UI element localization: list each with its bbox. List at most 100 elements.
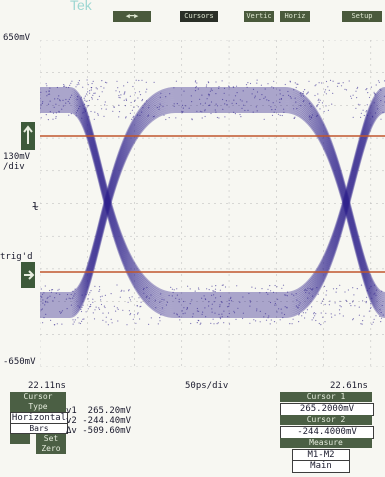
trace-sample — [202, 311, 204, 313]
trace-sample — [40, 91, 42, 93]
trace-sample — [304, 289, 306, 291]
trace-sample — [279, 319, 281, 321]
trace-sample — [380, 311, 382, 314]
trace-sample — [269, 323, 271, 325]
set-zero-left[interactable] — [10, 434, 30, 444]
trace-sample — [68, 98, 70, 100]
trace-sample — [81, 306, 83, 308]
trace-sample — [72, 323, 74, 325]
graticule — [40, 40, 385, 367]
trace-sample — [73, 321, 75, 323]
horizontal-button[interactable]: Horiz — [280, 11, 310, 22]
trace-sample — [146, 88, 148, 90]
trace-sample — [132, 116, 134, 118]
trace-sample — [310, 106, 312, 108]
trace-sample — [311, 117, 313, 119]
trace-sample — [213, 294, 215, 296]
eye-band-falling — [40, 101, 385, 308]
trace-sample — [186, 308, 188, 310]
trace-sample — [107, 312, 110, 314]
trace-sample — [83, 318, 85, 320]
trace-sample — [147, 115, 149, 117]
trace-sample — [105, 321, 107, 323]
trace-sample — [57, 98, 59, 100]
trace-sample — [95, 306, 97, 308]
trace-sample — [228, 312, 230, 315]
trace-sample — [146, 286, 148, 289]
trace-sample — [324, 89, 327, 91]
trace-sample — [276, 311, 278, 313]
trace-sample — [303, 99, 305, 102]
trace-sample — [161, 307, 163, 309]
vertical-button[interactable]: Vertic — [244, 11, 274, 22]
trace-sample — [58, 110, 60, 112]
trace-sample — [307, 287, 309, 289]
trace-sample — [70, 82, 72, 84]
trace-sample — [65, 98, 67, 101]
trace-sample — [41, 102, 43, 104]
trace-sample — [228, 323, 231, 325]
v2-readout: v2 -244.40mV — [66, 416, 132, 426]
trace-sample — [300, 105, 302, 107]
arrows-button[interactable]: ◀━▶ — [113, 11, 151, 22]
trace-sample — [339, 300, 341, 302]
eye-band-falling — [40, 87, 385, 294]
trace-sample — [309, 103, 311, 105]
cursors-button[interactable]: Cursors — [180, 11, 218, 22]
set-label[interactable]: Set — [36, 434, 66, 444]
trace-sample — [87, 84, 89, 86]
trace-sample — [380, 89, 382, 91]
trace-sample — [370, 302, 372, 305]
trace-sample — [362, 109, 364, 111]
trace-sample — [210, 322, 212, 324]
trace-sample — [136, 313, 139, 315]
trace-sample — [182, 300, 185, 303]
trace-sample — [356, 288, 358, 290]
trace-sample — [352, 287, 354, 289]
trace-sample — [54, 98, 56, 100]
trace-sample — [373, 93, 375, 95]
trace-sample — [118, 91, 121, 93]
trace-sample — [153, 81, 155, 83]
zero-label[interactable]: Zero — [36, 444, 66, 454]
cursor1-marker[interactable] — [21, 122, 35, 150]
trace-sample — [205, 86, 207, 88]
trace-sample — [70, 293, 72, 296]
trace-sample — [248, 292, 250, 295]
trace-sample — [127, 301, 129, 303]
trace-sample — [302, 312, 304, 314]
trace-sample — [327, 86, 329, 88]
trace-sample — [173, 103, 175, 105]
trace-sample — [162, 105, 164, 107]
trace-sample — [282, 317, 284, 319]
measure-label[interactable]: Measure — [280, 438, 372, 448]
cursor2-marker[interactable] — [21, 262, 35, 288]
trace-sample — [326, 290, 328, 292]
trace-sample — [142, 107, 144, 109]
trace-sample — [210, 101, 213, 103]
trace-sample — [123, 290, 125, 292]
trace-sample — [125, 116, 127, 118]
trace-sample — [224, 116, 226, 118]
trace-sample — [44, 304, 46, 306]
trace-sample — [308, 116, 310, 118]
trace-sample — [206, 288, 208, 290]
cursor-type-sub[interactable]: Bars — [10, 423, 68, 434]
trace-sample — [90, 89, 92, 91]
trace-sample — [368, 287, 370, 289]
setup-button[interactable]: Setup — [342, 11, 382, 22]
measure-source[interactable]: Main — [292, 460, 350, 473]
trace-sample — [196, 307, 198, 310]
trace-sample — [126, 324, 128, 326]
trace-sample — [252, 88, 255, 90]
trace-sample — [40, 288, 42, 290]
trace-sample — [80, 310, 83, 313]
trace-sample — [123, 99, 125, 101]
trace-sample — [104, 104, 106, 106]
trace-sample — [50, 291, 52, 293]
trace-sample — [375, 315, 377, 317]
trace-sample — [221, 313, 223, 315]
trace-sample — [46, 85, 48, 87]
trace-sample — [321, 300, 323, 302]
trace-sample — [198, 288, 200, 290]
